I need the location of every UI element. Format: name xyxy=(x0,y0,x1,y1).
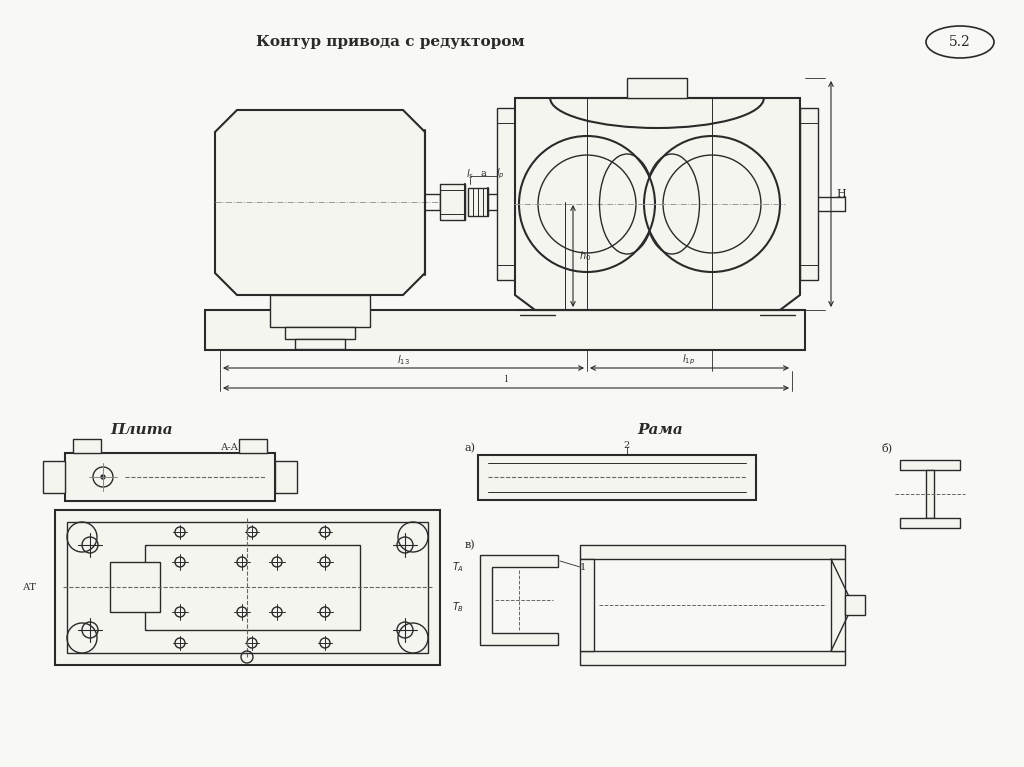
Circle shape xyxy=(101,475,105,479)
Text: а): а) xyxy=(465,443,475,453)
Text: $l_{1p}$: $l_{1p}$ xyxy=(682,353,695,367)
Text: l: l xyxy=(505,376,508,384)
Polygon shape xyxy=(215,110,425,295)
Bar xyxy=(845,595,865,615)
Text: Плита: Плита xyxy=(111,423,173,437)
Bar xyxy=(580,651,845,665)
Text: А-А: А-А xyxy=(221,443,239,453)
Bar xyxy=(295,339,345,349)
Text: $T_B$: $T_B$ xyxy=(452,600,464,614)
Text: $h_0$: $h_0$ xyxy=(579,249,591,263)
Text: 2: 2 xyxy=(624,440,630,449)
Text: АТ: АТ xyxy=(23,582,37,591)
Bar xyxy=(275,461,297,493)
Bar xyxy=(831,559,845,651)
Text: в): в) xyxy=(465,540,475,550)
Text: $l_p$: $l_p$ xyxy=(496,166,505,181)
Bar xyxy=(73,439,101,453)
Bar xyxy=(900,518,961,528)
Bar xyxy=(478,455,756,500)
Bar xyxy=(205,310,805,350)
Text: $l_s$: $l_s$ xyxy=(466,167,474,181)
Bar xyxy=(627,78,687,98)
Bar xyxy=(67,522,428,653)
Bar xyxy=(468,188,488,216)
Bar xyxy=(440,184,465,220)
Bar xyxy=(239,439,267,453)
Text: $T_A$: $T_A$ xyxy=(452,560,464,574)
Text: Контур привода с редуктором: Контур привода с редуктором xyxy=(256,35,524,49)
Text: б): б) xyxy=(882,443,893,453)
Bar xyxy=(285,327,355,339)
Text: H: H xyxy=(837,189,846,199)
Bar xyxy=(145,545,360,630)
Text: $l_{13}$: $l_{13}$ xyxy=(396,353,410,367)
Bar xyxy=(800,108,818,280)
Bar xyxy=(900,460,961,470)
Bar xyxy=(65,453,275,501)
Text: 1: 1 xyxy=(580,562,586,571)
Bar xyxy=(926,470,934,518)
Polygon shape xyxy=(515,98,800,310)
Text: 5.2: 5.2 xyxy=(949,35,971,49)
Bar xyxy=(270,295,370,327)
Ellipse shape xyxy=(926,26,994,58)
Bar xyxy=(55,510,440,665)
Bar xyxy=(110,562,160,612)
Bar xyxy=(580,559,594,651)
Text: Рама: Рама xyxy=(637,423,683,437)
Polygon shape xyxy=(480,555,558,645)
Bar xyxy=(43,461,65,493)
Text: а: а xyxy=(480,170,485,179)
Bar xyxy=(497,108,515,280)
Bar xyxy=(580,545,845,559)
